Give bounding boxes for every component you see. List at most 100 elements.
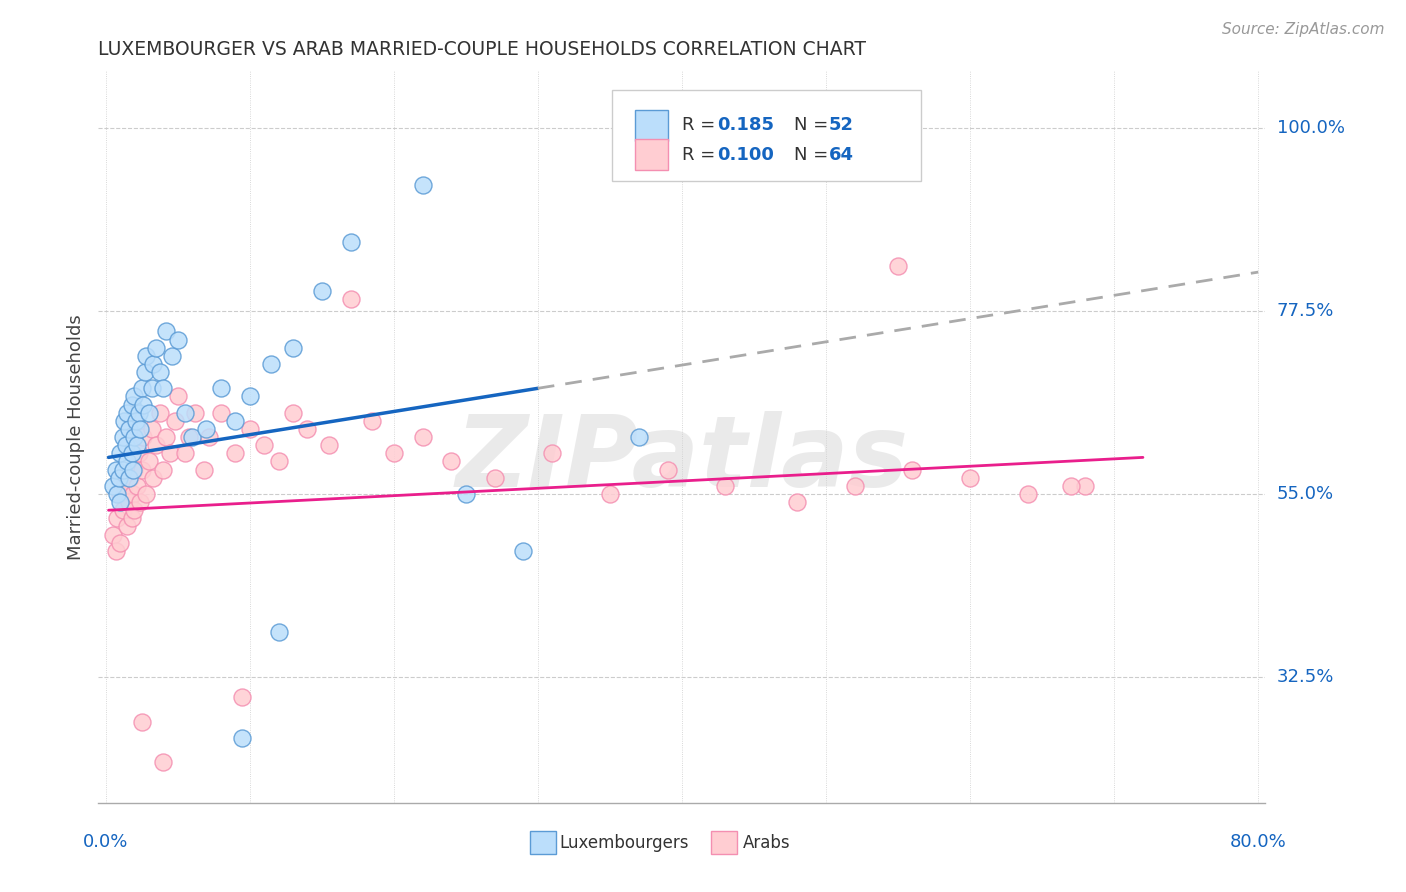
Point <box>141 422 163 436</box>
Text: R =: R = <box>682 116 721 135</box>
Point <box>138 454 160 468</box>
Point <box>112 414 135 428</box>
Point <box>115 454 138 468</box>
Text: LUXEMBOURGER VS ARAB MARRIED-COUPLE HOUSEHOLDS CORRELATION CHART: LUXEMBOURGER VS ARAB MARRIED-COUPLE HOUS… <box>98 39 866 59</box>
Point <box>224 446 246 460</box>
Point <box>179 430 201 444</box>
Text: 0.185: 0.185 <box>717 116 773 135</box>
Point <box>108 535 131 549</box>
Text: Arabs: Arabs <box>742 834 790 852</box>
Point <box>152 755 174 769</box>
Point <box>512 544 534 558</box>
Point <box>1017 487 1039 501</box>
Point <box>111 430 134 444</box>
Point <box>128 446 150 460</box>
Text: 0.0%: 0.0% <box>83 833 128 851</box>
Point <box>209 406 232 420</box>
Text: Source: ZipAtlas.com: Source: ZipAtlas.com <box>1222 22 1385 37</box>
Bar <box>530 830 555 854</box>
Point <box>122 487 145 501</box>
Point <box>1060 479 1083 493</box>
Point <box>142 471 165 485</box>
Point <box>281 406 304 420</box>
Point <box>209 381 232 395</box>
Text: 32.5%: 32.5% <box>1277 668 1334 686</box>
Point <box>166 389 188 403</box>
FancyBboxPatch shape <box>612 90 921 181</box>
Point <box>124 462 146 476</box>
Point <box>361 414 384 428</box>
Point <box>844 479 866 493</box>
Point <box>111 462 134 476</box>
Point <box>127 479 149 493</box>
Bar <box>636 139 668 170</box>
Point <box>166 333 188 347</box>
Point <box>129 495 152 509</box>
Point <box>1074 479 1097 493</box>
Text: ZIPatlas: ZIPatlas <box>456 410 908 508</box>
Point <box>887 260 910 274</box>
Point <box>714 479 737 493</box>
Point <box>599 487 621 501</box>
Point <box>184 406 207 420</box>
Point <box>959 471 981 485</box>
Point <box>135 349 157 363</box>
Point <box>118 422 141 436</box>
Point <box>181 430 204 444</box>
Point <box>412 430 434 444</box>
Point <box>104 544 127 558</box>
Text: 64: 64 <box>830 145 853 164</box>
Point <box>114 438 136 452</box>
Point <box>135 487 157 501</box>
Point <box>115 519 138 533</box>
Point <box>108 487 131 501</box>
Point <box>253 438 276 452</box>
Point <box>339 235 361 249</box>
Text: 77.5%: 77.5% <box>1277 302 1334 320</box>
Point <box>193 462 215 476</box>
Point <box>267 625 290 640</box>
Point <box>125 414 148 428</box>
Y-axis label: Married-couple Households: Married-couple Households <box>66 314 84 560</box>
Point <box>132 398 155 412</box>
Point <box>131 381 153 395</box>
Text: N =: N = <box>794 116 834 135</box>
Point <box>120 471 142 485</box>
Point <box>132 430 155 444</box>
Point <box>124 430 146 444</box>
Point <box>127 438 149 452</box>
Point <box>141 381 163 395</box>
Text: Luxembourgers: Luxembourgers <box>560 834 689 852</box>
Text: 80.0%: 80.0% <box>1230 833 1286 851</box>
Point <box>145 341 167 355</box>
Text: R =: R = <box>682 145 721 164</box>
Point <box>101 479 124 493</box>
Point <box>122 462 145 476</box>
Text: N =: N = <box>794 145 834 164</box>
Point <box>105 511 128 525</box>
Point <box>541 446 564 460</box>
Point <box>484 471 506 485</box>
Point <box>131 462 153 476</box>
Point <box>159 446 181 460</box>
Point <box>101 527 124 541</box>
Point <box>149 365 172 379</box>
Point <box>138 406 160 420</box>
Point <box>142 357 165 371</box>
Point <box>267 454 290 468</box>
Point <box>107 471 129 485</box>
Point <box>231 731 253 745</box>
Point <box>118 495 141 509</box>
Point <box>124 503 146 517</box>
Point <box>412 178 434 193</box>
Text: 52: 52 <box>830 116 853 135</box>
Point <box>195 422 218 436</box>
Point <box>112 479 135 493</box>
Point <box>124 389 146 403</box>
Point <box>155 430 177 444</box>
Point <box>239 422 262 436</box>
Point <box>239 389 262 403</box>
Point <box>105 487 128 501</box>
Point <box>627 430 650 444</box>
Text: 100.0%: 100.0% <box>1277 120 1344 137</box>
